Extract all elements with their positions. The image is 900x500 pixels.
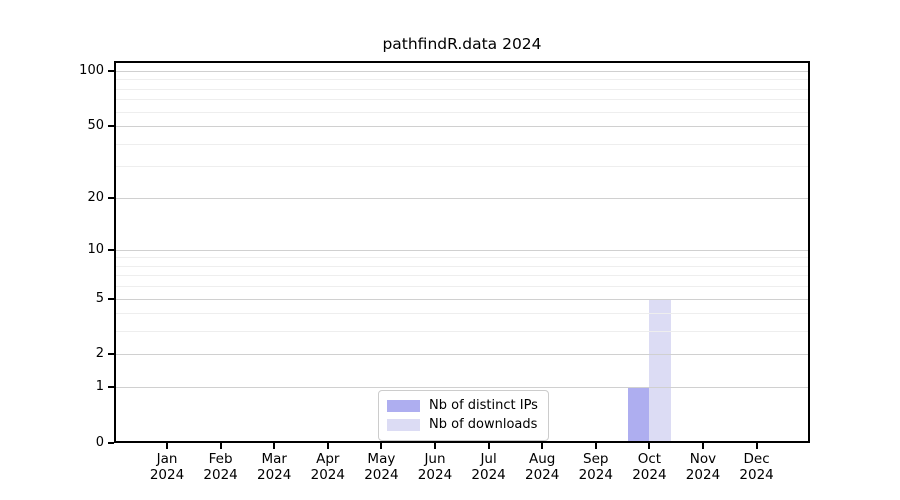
- x-tick-label-month: Nov: [689, 451, 717, 467]
- y-tick: [108, 297, 114, 300]
- x-tick-label: Mar 2024: [242, 451, 306, 483]
- gridline-major: [114, 126, 810, 128]
- gridline-minor: [114, 313, 810, 315]
- x-tick-label-month: Jan: [156, 451, 178, 467]
- x-tick-label: Aug 2024: [510, 451, 574, 483]
- x-tick-label-month: Mar: [261, 451, 287, 467]
- y-tick-label: 0: [95, 435, 104, 450]
- x-tick-label-year: 2024: [257, 467, 292, 483]
- x-tick: [433, 443, 436, 449]
- gridline-minor: [114, 79, 810, 81]
- y-tick: [108, 69, 114, 72]
- y-tick: [108, 248, 114, 251]
- x-tick-label-month: Feb: [208, 451, 233, 467]
- legend-swatch-downloads: [387, 418, 420, 431]
- x-tick: [541, 443, 544, 449]
- y-tick-label: 10: [87, 241, 104, 257]
- x-tick: [648, 443, 651, 449]
- x-tick-label: Nov 2024: [671, 451, 735, 483]
- y-tick-label: 2: [95, 346, 104, 362]
- x-tick-label: Jul 2024: [457, 451, 521, 483]
- x-tick: [701, 443, 704, 449]
- x-tick: [755, 443, 758, 449]
- x-tick-label: Feb 2024: [189, 451, 253, 483]
- gridline-major: [114, 70, 810, 72]
- x-tick: [487, 443, 490, 449]
- gridline-minor: [114, 88, 810, 90]
- gridline-minor: [114, 166, 810, 168]
- x-tick-label-month: Jul: [480, 451, 497, 467]
- x-tick-label: Dec 2024: [725, 451, 789, 483]
- y-tick: [108, 196, 114, 199]
- bar-downloads-9: [649, 298, 671, 443]
- y-tick-label: 50: [87, 118, 104, 134]
- plot-area: [114, 61, 810, 443]
- x-tick-label-month: Apr: [316, 451, 340, 467]
- x-tick-label-year: 2024: [685, 467, 721, 483]
- y-tick: [108, 125, 114, 128]
- x-tick-label: Jun 2024: [403, 451, 467, 483]
- x-tick-label: Oct 2024: [617, 451, 681, 483]
- x-tick-label-year: 2024: [578, 467, 613, 483]
- x-tick: [273, 443, 276, 449]
- x-tick: [166, 443, 168, 449]
- x-tick-label-month: Aug: [529, 451, 556, 467]
- legend-label-distinct-ips: Nb of distinct IPs: [429, 398, 538, 413]
- gridline-major: [114, 298, 810, 300]
- x-tick-label-year: 2024: [364, 467, 399, 483]
- y-tick: [108, 442, 114, 444]
- plot-frame: [114, 61, 810, 443]
- y-tick-label: 5: [95, 290, 104, 306]
- gridline-minor: [114, 99, 810, 101]
- x-tick-label: Apr 2024: [296, 451, 360, 483]
- x-tick-label-year: 2024: [149, 467, 185, 483]
- gridline-minor: [114, 265, 810, 267]
- x-tick-label: Jan 2024: [135, 451, 199, 483]
- x-tick-label-month: May: [367, 451, 396, 467]
- gridline-minor: [114, 143, 810, 145]
- y-tick: [108, 386, 114, 389]
- gridline-major: [114, 354, 810, 356]
- gridline-minor: [114, 111, 810, 113]
- x-tick-label-month: Oct: [637, 451, 662, 467]
- x-tick-label-year: 2024: [632, 467, 667, 483]
- gridline-major: [114, 387, 810, 389]
- y-tick-label: 20: [87, 189, 104, 205]
- x-tick-label-year: 2024: [310, 467, 345, 483]
- legend-swatch-distinct-ips: [387, 399, 420, 412]
- gridline-minor: [114, 257, 810, 259]
- x-tick: [594, 443, 597, 449]
- gridline-major: [114, 249, 810, 251]
- x-tick: [380, 443, 383, 449]
- gridline-major: [114, 197, 810, 199]
- gridline-minor: [114, 286, 810, 288]
- gridline-minor: [114, 275, 810, 277]
- x-tick-label-year: 2024: [203, 467, 238, 483]
- legend-label-downloads: Nb of downloads: [429, 417, 538, 432]
- x-tick-label-month: Sep: [583, 451, 609, 467]
- y-tick-label: 1: [95, 379, 104, 395]
- x-tick-label-year: 2024: [417, 467, 453, 483]
- y-tick: [108, 353, 114, 356]
- y-tick-label: 100: [79, 62, 104, 78]
- gridline-minor: [114, 331, 810, 333]
- x-tick-label-year: 2024: [525, 467, 560, 483]
- legend-item-downloads: Nb of downloads: [387, 415, 538, 434]
- chart-title: pathfindR.data 2024: [382, 35, 542, 53]
- x-tick: [326, 443, 329, 449]
- bar-distinct-ips-9: [627, 387, 650, 443]
- x-tick-label-year: 2024: [739, 467, 774, 483]
- x-tick: [219, 443, 222, 449]
- x-tick-label-month: Dec: [743, 451, 770, 467]
- legend-item-distinct-ips: Nb of distinct IPs: [387, 396, 538, 415]
- x-tick-label-year: 2024: [471, 467, 506, 483]
- x-tick-label-month: Jun: [424, 451, 446, 467]
- x-tick-label: Sep 2024: [564, 451, 628, 483]
- x-tick-label: May 2024: [349, 451, 413, 483]
- legend: Nb of distinct IPs Nb of downloads: [378, 390, 549, 441]
